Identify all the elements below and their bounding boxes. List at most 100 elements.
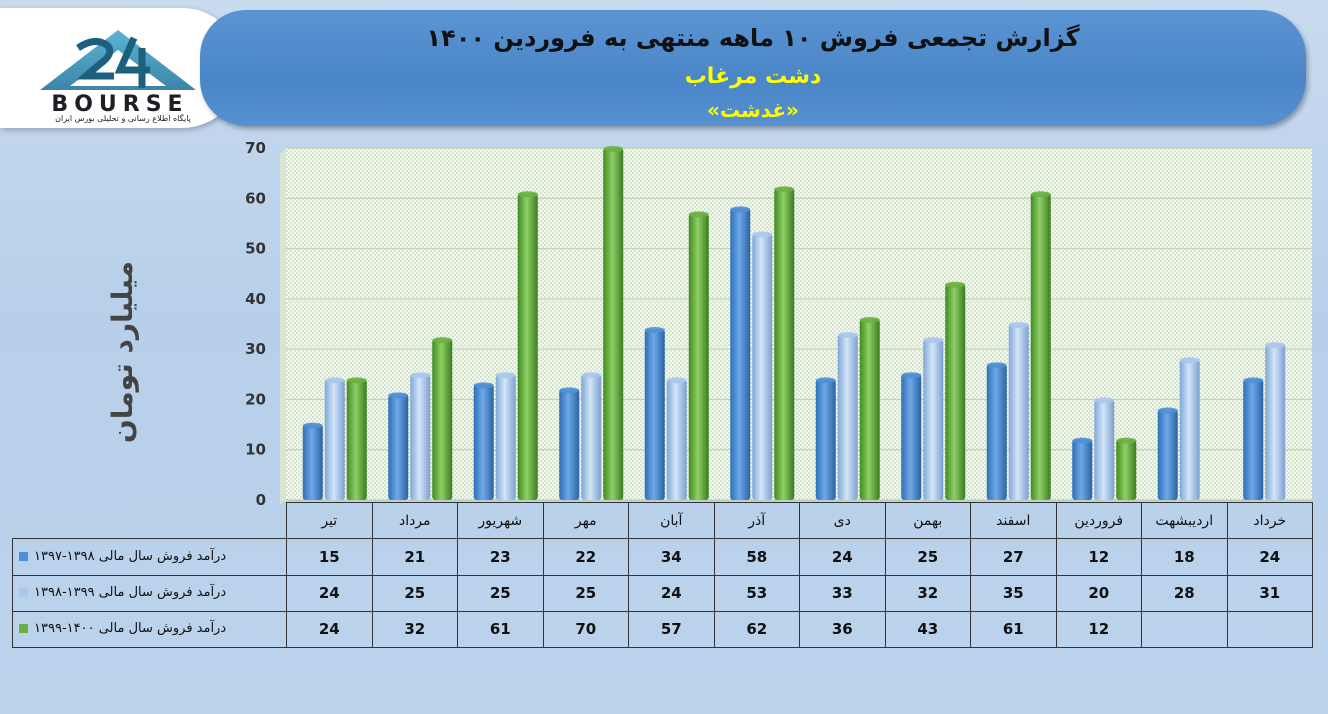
table-header-cell: فروردین	[1055, 501, 1142, 540]
table-header-cell: خرداد	[1226, 501, 1313, 540]
legend-swatch-series1	[19, 551, 28, 561]
table-cell: 28	[1141, 574, 1228, 612]
bar-top	[945, 281, 966, 288]
legend-label-series1: درآمد فروش سال مالی ۱۳۹۸-۱۳۹۷	[34, 548, 227, 564]
bar-top	[730, 206, 751, 213]
bar	[410, 372, 431, 500]
table-cell: 32	[371, 610, 458, 649]
table-cell: 20	[1055, 574, 1142, 612]
table-cell: 24	[799, 538, 886, 576]
y-tick-label: 20	[245, 390, 266, 408]
bar-top	[1072, 437, 1093, 444]
bar-top	[302, 422, 323, 429]
bar	[1094, 397, 1115, 500]
table-cell: 12	[1055, 538, 1142, 576]
bar-top	[495, 372, 516, 379]
company-name: دشت مرغاب	[684, 64, 822, 89]
bar-body	[473, 384, 494, 500]
logo-wordmark: BOURSE	[51, 92, 189, 117]
bar	[302, 422, 323, 500]
y-tick-label: 0	[256, 491, 266, 509]
bar	[346, 377, 367, 500]
bar	[1072, 437, 1093, 500]
table-cell	[1226, 610, 1313, 649]
table-cell: 25	[542, 574, 629, 612]
table-header-row: تیر مرداد شهریور مهر آبان آذر دی بهمن اس…	[13, 501, 1313, 540]
bar	[388, 392, 409, 500]
table-header-cell: دی	[799, 501, 886, 540]
legend-series1: درآمد فروش سال مالی ۱۳۹۸-۱۳۹۷	[12, 538, 287, 576]
table-cell: 25	[371, 574, 458, 612]
table-cell: 24	[628, 574, 715, 612]
bar-body	[1116, 439, 1137, 500]
bar-body	[730, 208, 751, 501]
bar-body	[752, 233, 773, 500]
bar-body	[837, 334, 858, 500]
bar	[495, 372, 516, 500]
table-cell: 32	[884, 574, 971, 612]
table-cell: 33	[799, 574, 886, 612]
bar-body	[581, 374, 602, 500]
bar-top	[388, 392, 409, 399]
legend-label-series3: درآمد فروش سال مالی ۱۴۰۰-۱۳۹۹	[34, 621, 227, 637]
bar-top	[752, 231, 773, 238]
bar-body	[432, 339, 453, 500]
bar-top	[1179, 357, 1200, 364]
bar	[815, 377, 836, 500]
bar-top	[473, 382, 494, 389]
bar-top	[1030, 191, 1051, 198]
plot-area	[280, 148, 1312, 504]
y-axis-label-text: میلیارد تومان	[106, 261, 139, 443]
bar-body	[815, 379, 836, 500]
table-cell: 43	[884, 610, 971, 649]
table-cell: 12	[1055, 610, 1142, 649]
table-header-cell: مهر	[542, 501, 629, 540]
bar	[986, 362, 1007, 500]
bar-top	[559, 387, 580, 394]
data-table: تیر مرداد شهریور مهر آبان آذر دی بهمن اس…	[12, 501, 1313, 649]
legend-swatch-series2	[19, 588, 28, 598]
bar-body	[859, 318, 880, 500]
bar-top	[432, 337, 453, 344]
table-cell: 18	[1141, 538, 1228, 576]
table-cell: 25	[884, 538, 971, 576]
chart-title: گزارش تجمعی فروش ۱۰ ماهه منتهی به فروردی…	[426, 24, 1080, 52]
bar-body	[666, 379, 687, 500]
bar-top	[346, 377, 367, 384]
table-cell: 61	[457, 610, 544, 649]
bar-top	[986, 362, 1007, 369]
bar-body	[495, 374, 516, 500]
table-cell: 24	[286, 610, 373, 649]
legend-series2: درآمد فروش سال مالی ۱۳۹۹-۱۳۹۸	[12, 574, 287, 612]
y-tick-label: 50	[245, 240, 266, 258]
table-corner	[13, 503, 287, 539]
bar-body	[1157, 409, 1178, 500]
y-axis-label: میلیارد تومان	[106, 261, 139, 443]
bar-body	[603, 148, 624, 500]
bar	[1030, 191, 1051, 500]
table-cell: 35	[970, 574, 1057, 612]
table-cell: 58	[713, 538, 800, 576]
bar-top	[859, 316, 880, 323]
bar-body	[901, 374, 922, 500]
bar	[644, 327, 665, 500]
table-row-series3: درآمد فروش سال مالی ۱۴۰۰-۱۳۹۹ 24 32 61 7…	[12, 610, 1313, 649]
bar-top	[644, 327, 665, 334]
table-cell: 36	[799, 610, 886, 649]
bar-top	[688, 211, 709, 218]
table-cell: 23	[457, 538, 544, 576]
ticker-symbol: «غدشت»	[707, 98, 799, 122]
table-cell: 15	[286, 538, 373, 576]
table-cell: 70	[542, 610, 629, 649]
bar-top	[517, 191, 538, 198]
table-cell: 21	[371, 538, 458, 576]
table-row-series1: درآمد فروش سال مالی ۱۳۹۸-۱۳۹۷ 15 21 23 2…	[12, 538, 1313, 576]
bar-body	[388, 394, 409, 500]
y-axis-ticks: 0 10 20 30 40 50 60 70	[245, 139, 266, 509]
bar-top	[581, 372, 602, 379]
bar-body	[517, 193, 538, 500]
y-tick-label: 40	[245, 290, 266, 308]
table-cell: 61	[970, 610, 1057, 649]
bar	[324, 377, 345, 500]
